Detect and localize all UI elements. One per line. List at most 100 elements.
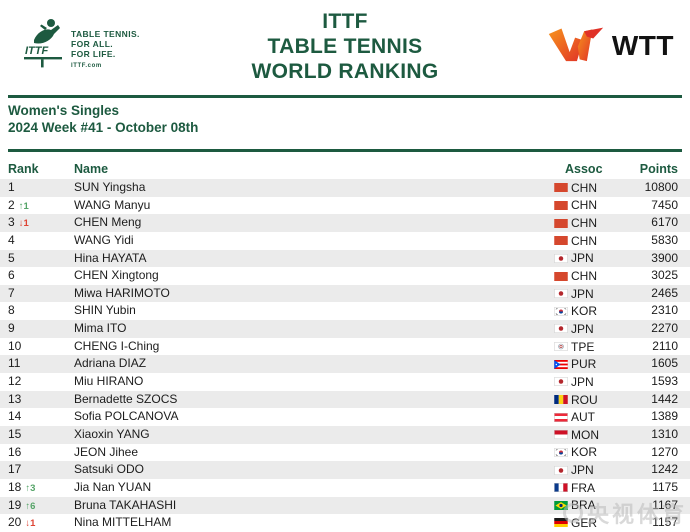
- table-row: 2 ↑1 WANG Manyu CHN 7450: [0, 197, 690, 215]
- rank-cell: 1: [8, 179, 15, 197]
- section-header: Women's Singles 2024 Week #41 - October …: [8, 102, 198, 136]
- rank-number: 1: [8, 180, 15, 194]
- rank-number: 7: [8, 285, 15, 300]
- assoc-cell: BRA: [554, 497, 596, 515]
- player-name: SHIN Yubin: [74, 303, 136, 318]
- player-name: Sofia POLCANOVA: [74, 409, 179, 424]
- rank-down-indicator: ↓1: [18, 218, 29, 230]
- rank-cell: 20 ↓1: [8, 514, 35, 532]
- assoc-code: JPN: [571, 463, 594, 478]
- assoc-code: MON: [571, 427, 599, 442]
- flag-icon-tpe: [554, 342, 568, 352]
- rank-number: 16: [8, 444, 22, 459]
- rank-number: 5: [8, 250, 15, 265]
- assoc-cell: CHN: [554, 179, 597, 197]
- table-row: 10 CHENG I-Ching TPE 2110: [0, 338, 690, 356]
- player-name: Jia Nan YUAN: [74, 479, 152, 494]
- flag-icon-pur: [554, 359, 568, 369]
- title-line: TABLE TENNIS: [267, 35, 423, 58]
- assoc-cell: CHN: [554, 267, 597, 285]
- rank-cell: 11: [8, 355, 20, 373]
- rank-number: 2: [8, 197, 15, 212]
- player-name: Hina HAYATA: [74, 250, 147, 265]
- assoc-cell: PUR: [554, 355, 596, 373]
- assoc-code: KOR: [571, 445, 598, 460]
- assoc-cell: AUT: [554, 408, 595, 426]
- points-value: 1389: [651, 409, 678, 424]
- player-name: Satsuki ODO: [74, 462, 145, 477]
- rank-number: 12: [8, 374, 22, 389]
- table-row: 3 ↓1 CHEN Meng CHN 6170: [0, 214, 690, 232]
- rank-cell: 6: [8, 267, 15, 285]
- assoc-code: AUT: [571, 410, 595, 425]
- player-name: JEON Jihee: [74, 444, 139, 459]
- rank-number: 11: [8, 356, 21, 371]
- points-value: 2110: [652, 338, 678, 353]
- assoc-code: GER: [571, 515, 598, 530]
- player-name: Xiaoxin YANG: [74, 426, 150, 441]
- flag-icon-bra: [554, 500, 568, 510]
- rank-cell: 14: [8, 408, 21, 426]
- title-line: WORLD RANKING: [251, 60, 439, 83]
- player-name: CHENG I-Ching: [74, 338, 160, 353]
- points-value: 7450: [651, 197, 678, 212]
- table-row: 9 Mima ITO JPN 2270: [0, 320, 690, 338]
- page-header: ITTF TABLE TENNIS. FOR ALL. FOR LIFE. IT…: [0, 0, 690, 95]
- points-value: 6170: [651, 215, 678, 230]
- player-name: Mima ITO: [74, 321, 127, 336]
- rank-number: 9: [8, 321, 15, 336]
- wtt-w-icon: [547, 23, 605, 68]
- title-line: ITTF: [322, 10, 368, 33]
- points-value: 3025: [651, 268, 678, 283]
- assoc-cell: KOR: [554, 444, 597, 462]
- assoc-code: JPN: [571, 251, 594, 266]
- ittf-tagline: TABLE TENNIS. FOR ALL. FOR LIFE. ITTF.co…: [71, 30, 140, 70]
- assoc-cell: TPE: [554, 338, 594, 356]
- points-value: 1175: [652, 479, 678, 494]
- points-value: 1605: [651, 356, 678, 371]
- svg-text:ITTF: ITTF: [25, 45, 48, 57]
- table-row: 1 SUN Yingsha CHN 10800: [0, 179, 690, 197]
- table-header: Rank Name Assoc Points: [0, 160, 690, 179]
- assoc-code: JPN: [571, 374, 594, 389]
- ittf-tagline-line: FOR ALL.: [71, 39, 114, 49]
- rank-cell: 9: [8, 320, 15, 338]
- player-name: CHEN Meng: [74, 215, 142, 230]
- week-label: 2024 Week #41 - October 08th: [8, 120, 199, 135]
- assoc-cell: GER: [554, 514, 597, 532]
- assoc-code: JPN: [571, 286, 594, 301]
- rank-up-indicator: ↑6: [25, 500, 36, 512]
- flag-icon-jpn: [554, 465, 568, 475]
- player-name: Bernadette SZOCS: [74, 391, 178, 406]
- rank-cell: 2 ↑1: [8, 197, 29, 216]
- assoc-cell: KOR: [554, 302, 597, 320]
- category-title: Women's Singles: [8, 103, 119, 118]
- assoc-cell: JPN: [554, 461, 594, 479]
- flag-icon-aut: [554, 412, 568, 422]
- rank-cell: 3 ↓1: [8, 214, 29, 233]
- rank-cell: 12: [8, 373, 21, 391]
- table-row: 18 ↑3 Jia Nan YUAN FRA 1175: [0, 479, 690, 497]
- table-row: 13 Bernadette SZOCS ROU 1442: [0, 390, 690, 409]
- rank-number: 6: [8, 268, 15, 283]
- rank-cell: 7: [8, 285, 15, 303]
- rank-cell: 10: [8, 338, 21, 356]
- points-value: 2270: [651, 321, 678, 336]
- flag-icon-rou: [554, 395, 568, 404]
- points-value: 2465: [651, 285, 678, 300]
- player-name: CHEN Xingtong: [74, 268, 159, 283]
- assoc-code: CHN: [571, 233, 597, 248]
- player-name: WANG Yidi: [74, 232, 134, 247]
- rank-cell: 15: [8, 426, 21, 444]
- flag-icon-chn: [554, 183, 568, 193]
- rank-up-indicator: ↑3: [25, 482, 36, 494]
- flag-icon-chn: [554, 236, 568, 246]
- rank-number: 8: [8, 303, 15, 318]
- rank-cell: 19 ↑6: [8, 497, 35, 516]
- table-row: 15 Xiaoxin YANG MON 1310: [0, 425, 690, 444]
- rank-cell: 8: [8, 302, 15, 320]
- ranking-table: 1 SUN Yingsha CHN 10800 2 ↑1 WANG Manyu CHN 7450…: [0, 179, 690, 532]
- assoc-cell: CHN: [554, 197, 597, 215]
- rank-cell: 18 ↑3: [8, 479, 35, 498]
